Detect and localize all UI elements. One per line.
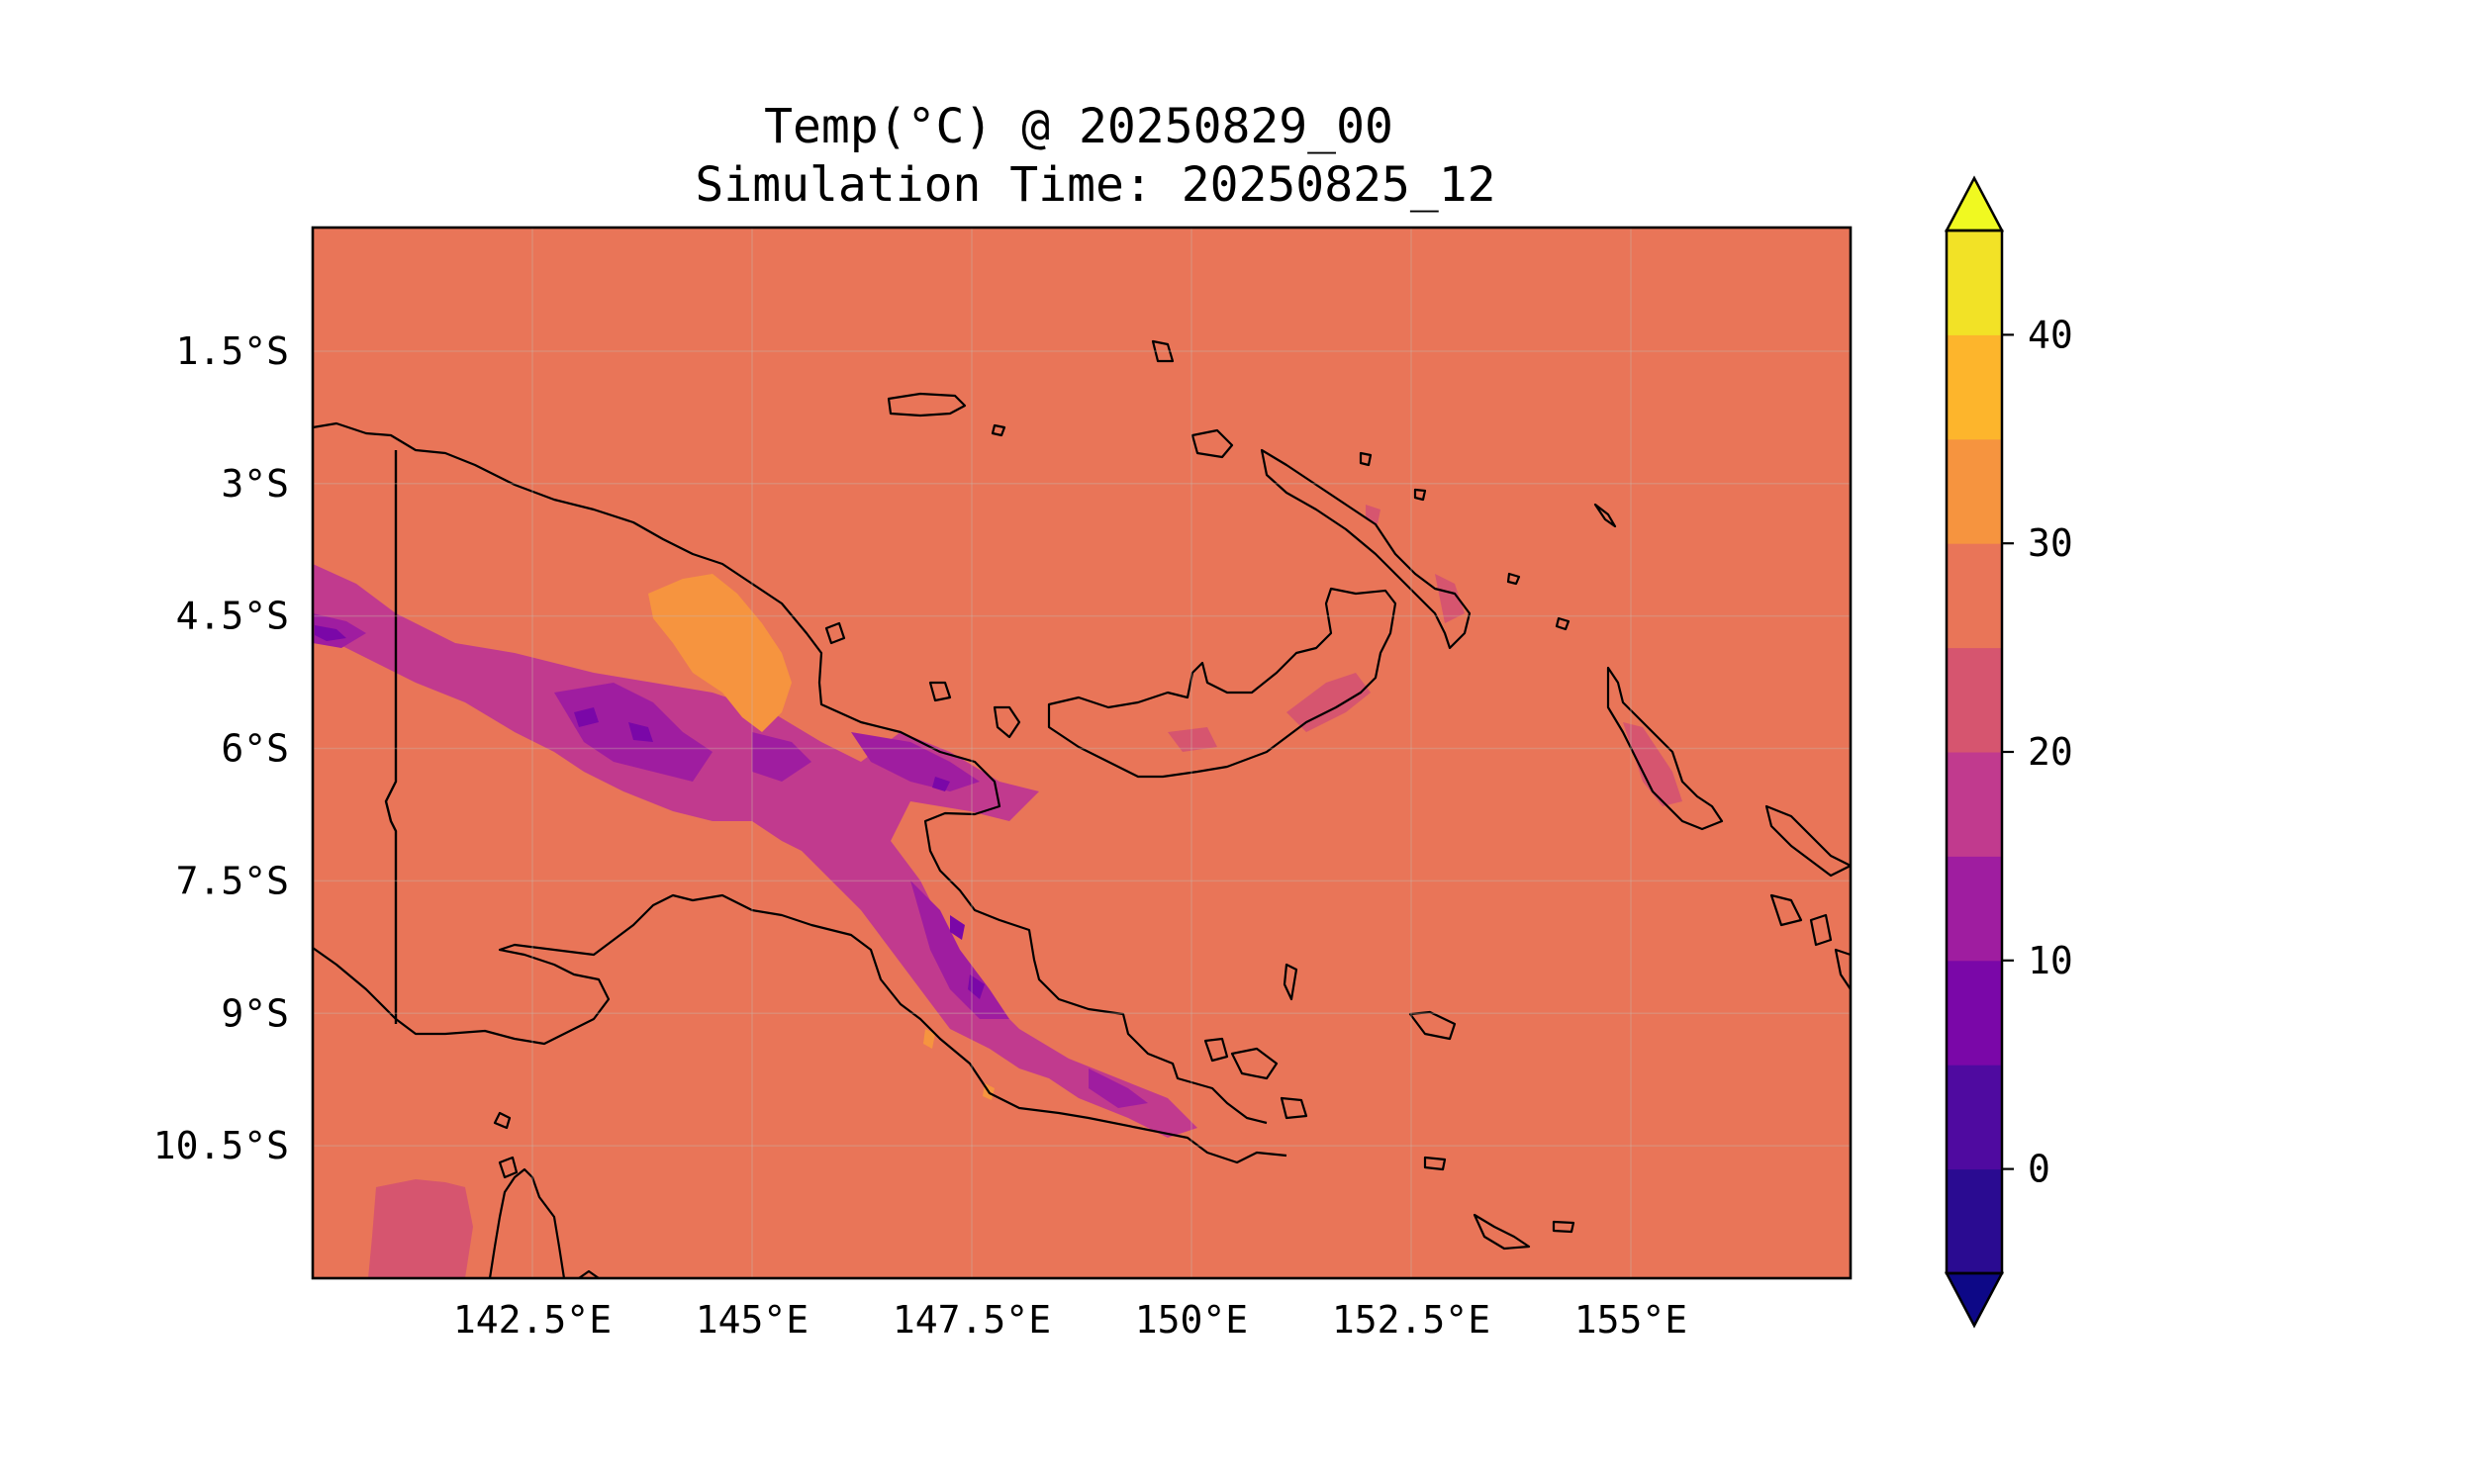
new-guinea-north-coast [313,421,1268,1125]
map-frame [311,226,1853,1280]
colorbar-tick-label: 20 [2028,730,2073,774]
y-tick-label: 1.5°S [176,329,289,373]
colorbar-under-extension [1944,1271,2005,1329]
contour-band-cape-york [368,1179,473,1278]
y-tick-label: 6°S [221,727,289,771]
y-tick-label: 3°S [221,462,289,506]
colorbar-segment [1947,1168,2002,1274]
manus-island-coast [887,392,967,417]
latitude-tick-labels: 1.5°S 3°S 4.5°S 6°S 7.5°S 9°S 10.5°S [153,329,289,1167]
colorbar-segment [1947,752,2002,857]
y-tick-label: 10.5°S [153,1124,289,1167]
temperature-contours [313,505,1682,1278]
torres-strait-islets [493,1111,519,1179]
title-line-2: Simulation Time: 20250825_12 [695,157,1495,213]
colorbar-tick-label: 10 [2028,939,2073,982]
bougainville-coast [1606,666,1724,831]
colorbar: 0 10 20 30 40 [1944,175,2073,1329]
cape-york-east-coast [578,1269,600,1278]
guadalcanal-coast [1769,893,1851,991]
x-tick-label: 152.5°E [1332,1298,1490,1342]
woodlark-island-coast [1283,963,1575,1251]
new-britain-coast [1047,587,1397,779]
north-islets [991,339,1617,631]
cape-york-coast [488,1167,566,1278]
y-tick-label: 7.5°S [176,859,289,902]
temperature-background-field [313,228,1851,1278]
x-tick-label: 145°E [696,1298,809,1342]
x-tick-label: 142.5°E [453,1298,612,1342]
contour-band-30-35 [648,574,995,1100]
colorbar-over-extension [1944,175,2005,232]
colorbar-segment [1947,438,2002,544]
colorbar-segment [1947,960,2002,1066]
colorbar-segment [1947,647,2002,753]
longitude-tick-labels: 142.5°E 145°E 147.5°E 150°E 152.5°E 155°E [453,1298,1687,1342]
x-tick-label: 150°E [1135,1298,1248,1342]
y-tick-label: 4.5°S [176,595,289,638]
colorbar-segment [1947,334,2002,440]
x-tick-label: 147.5°E [893,1298,1051,1342]
colorbar-segment [1947,856,2002,962]
new-guinea-south-coast [313,893,1287,1164]
colorbar-segment [1947,1065,2002,1170]
colorbar-tick-label: 0 [2028,1148,2050,1191]
colorbar-tick-label: 30 [2028,521,2073,565]
new-ireland-coast [1260,448,1472,650]
y-tick-label: 9°S [221,991,289,1035]
colorbar-segment [1947,231,2002,335]
title-line-1: Temp(°C) @ 20250829_00 [764,99,1393,154]
north-coast-islets [824,621,1021,739]
colorbar-tick-label: 40 [2028,313,2073,356]
gridlines [313,228,1851,1278]
x-tick-label: 155°E [1574,1298,1687,1342]
coastlines [313,339,1851,1278]
map-panel: 142.5°E 145°E 147.5°E 150°E 152.5°E 155°E 1.5… [153,226,1853,1342]
solomon-islands-coast [1764,804,1851,878]
dentrecasteaux-islands-coast [1203,1037,1308,1120]
colorbar-segment [1947,543,2002,649]
international-border [384,450,398,1024]
